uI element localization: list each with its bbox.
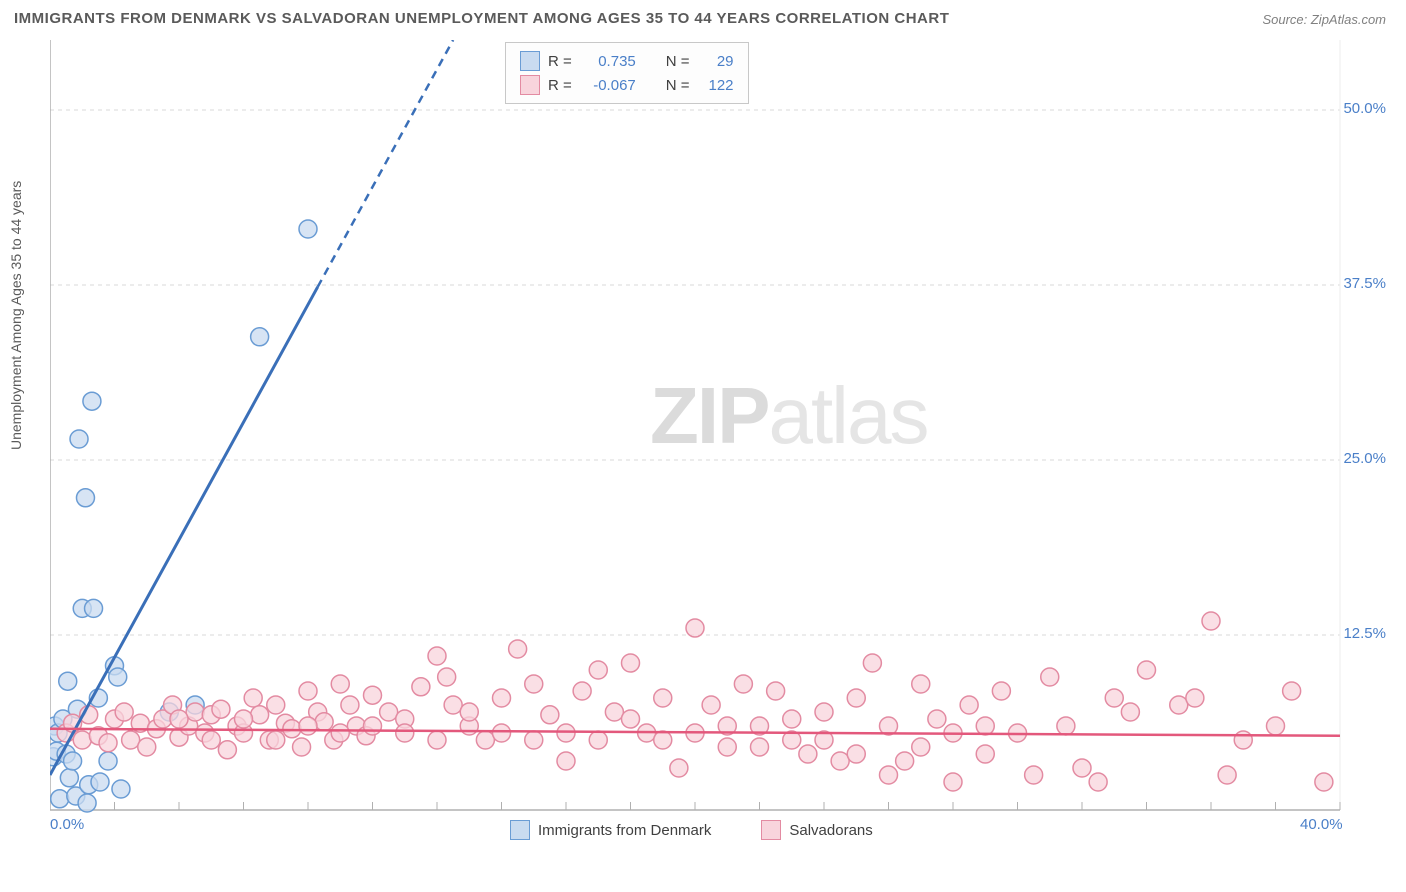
legend-row: R = -0.067 N = 122 — [520, 73, 734, 97]
legend-item: Immigrants from Denmark — [510, 820, 711, 840]
legend-r-label: R = — [548, 77, 572, 94]
x-tick-label: 40.0% — [1300, 816, 1343, 833]
legend-swatch — [520, 75, 540, 95]
chart-area: ZIPatlas R =0.735N =29R =-0.067N =122 Im… — [50, 40, 1390, 840]
legend-series-name: Immigrants from Denmark — [538, 822, 711, 839]
legend-n-label: N = — [666, 53, 690, 70]
y-axis-label: Unemployment Among Ages 35 to 44 years — [8, 181, 24, 450]
legend-item: Salvadorans — [761, 820, 872, 840]
legend-r-label: R = — [548, 53, 572, 70]
chart-title: IMMIGRANTS FROM DENMARK VS SALVADORAN UN… — [14, 10, 949, 27]
y-tick-label: 37.5% — [1343, 275, 1386, 292]
legend-row: R = 0.735 N = 29 — [520, 49, 734, 73]
legend-n-label: N = — [666, 77, 690, 94]
legend-swatch — [510, 820, 530, 840]
y-tick-label: 25.0% — [1343, 450, 1386, 467]
source-label: Source: ZipAtlas.com — [1262, 12, 1386, 27]
legend-r-value: -0.067 — [580, 77, 636, 94]
x-tick-label: 0.0% — [50, 816, 84, 833]
legend-r-value: 0.735 — [580, 53, 636, 70]
series-legend: Immigrants from Denmark Salvadorans — [510, 820, 873, 840]
y-tick-label: 50.0% — [1343, 100, 1386, 117]
y-tick-label: 12.5% — [1343, 625, 1386, 642]
legend-swatch — [520, 51, 540, 71]
scatter-plot — [50, 40, 1390, 840]
correlation-legend: R = 0.735 N = 29 R = -0.067 N = 122 — [505, 42, 749, 104]
legend-series-name: Salvadorans — [789, 822, 872, 839]
legend-swatch — [761, 820, 781, 840]
legend-n-value: 29 — [698, 53, 734, 70]
legend-n-value: 122 — [698, 77, 734, 94]
